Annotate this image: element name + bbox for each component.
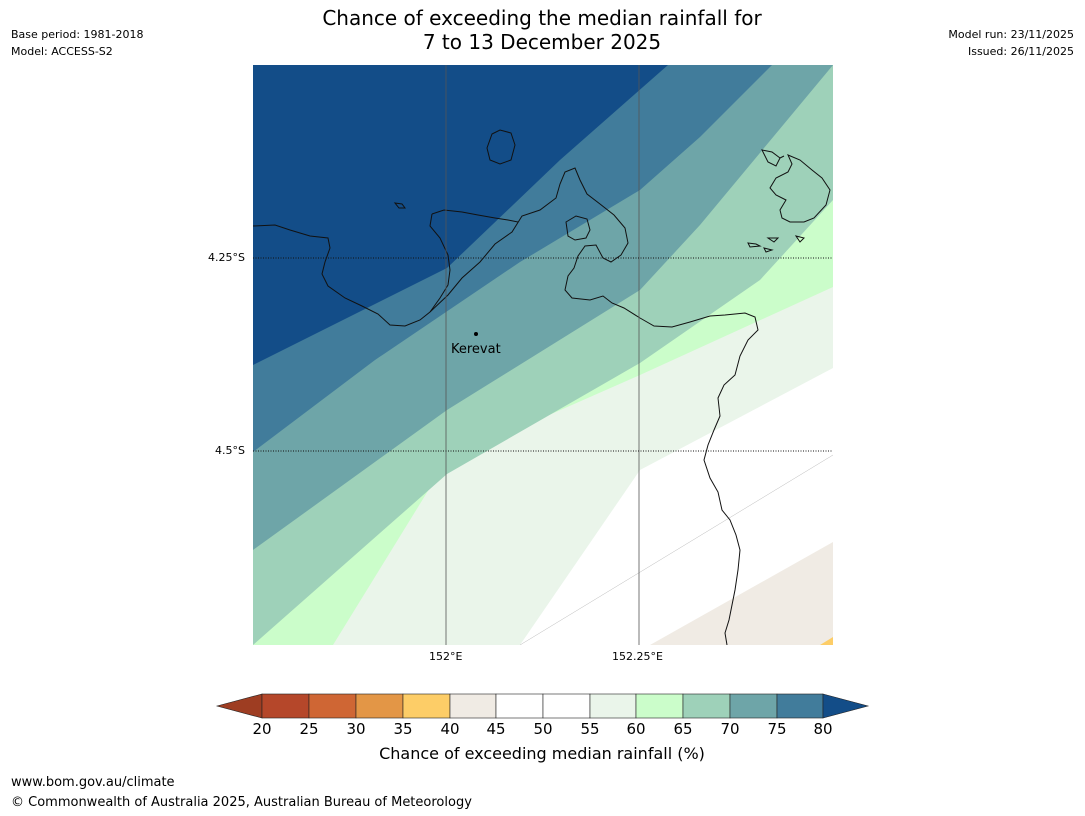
map-title: Chance of exceeding the median rainfall … [242, 6, 842, 54]
contour-40-45 [650, 542, 833, 645]
colorbar-55-60 [589, 693, 637, 719]
footer-url: www.bom.gov.au/climate [11, 775, 175, 790]
kerevat-marker [474, 332, 478, 336]
colorbar-extend-high [822, 693, 870, 719]
map-contours [253, 65, 833, 645]
colorbar-tick: 60 [626, 720, 646, 738]
colorbar-tick: 25 [299, 720, 319, 738]
colorbar-tick: 35 [393, 720, 413, 738]
colorbar-tick: 55 [580, 720, 600, 738]
coastline-duke-of-york [565, 215, 591, 241]
colorbar-70-75 [729, 693, 778, 719]
colorbar-tick: 45 [486, 720, 506, 738]
lon-label-152-25: 152.25°E [612, 650, 663, 663]
lat-label-4-25: 4.25°S [208, 251, 245, 264]
colorbar-tick: 75 [767, 720, 787, 738]
colorbar-tick: 70 [720, 720, 740, 738]
colorbar-65-70 [682, 693, 731, 719]
lon-label-152: 152°E [429, 650, 463, 663]
coastline-islet [393, 202, 406, 209]
coastline-new-ireland [747, 149, 831, 253]
base-period: Base period: 1981-2018 [11, 28, 144, 41]
colorbar-tick: 30 [346, 720, 366, 738]
colorbar-tick: 80 [813, 720, 833, 738]
colorbar-tick: 50 [533, 720, 553, 738]
header-left-info: Base period: 1981-2018 Model: ACCESS-S2 [11, 26, 143, 60]
colorbar-50-55 [542, 693, 591, 719]
colorbar [215, 693, 870, 719]
colorbar-35-40 [402, 693, 451, 719]
colorbar-20-25 [261, 693, 310, 719]
colorbar-tick: 65 [673, 720, 693, 738]
map-gridlines [253, 65, 833, 645]
colorbar-60-65 [635, 693, 684, 719]
title-line-2: 7 to 13 December 2025 [422, 30, 662, 54]
lat-label-4-5: 4.5°S [215, 444, 245, 457]
coastline-bay [429, 213, 451, 313]
colorbar-75-80 [776, 693, 824, 719]
coastline-gazelle-peninsula [253, 167, 759, 645]
colorbar-30-35 [355, 693, 404, 719]
coastline-small-island [486, 129, 516, 165]
colorbar-tick: 40 [440, 720, 460, 738]
coastline-north-peninsula [431, 209, 519, 223]
colorbar-tick: 20 [252, 720, 272, 738]
model-name: Model: ACCESS-S2 [11, 45, 113, 58]
issued-date: Issued: 26/11/2025 [967, 45, 1074, 58]
contour-35-40 [820, 637, 833, 645]
model-run: Model run: 23/11/2025 [948, 28, 1074, 41]
colorbar-45-50 [495, 693, 544, 719]
contour-thin-line [519, 454, 833, 645]
colorbar-25-30 [308, 693, 357, 719]
colorbar-40-45 [449, 693, 497, 719]
coastlines [253, 129, 831, 645]
footer-copyright: © Commonwealth of Australia 2025, Austra… [11, 795, 472, 810]
contour-above-80 [253, 65, 668, 365]
colorbar-extend-low [215, 693, 263, 719]
colorbar-label: Chance of exceeding median rainfall (%) [379, 744, 705, 763]
place-label-kerevat: Kerevat [451, 342, 501, 357]
title-line-1: Chance of exceeding the median rainfall … [322, 6, 762, 30]
header-right-info: Model run: 23/11/2025 Issued: 26/11/2025 [948, 26, 1074, 60]
